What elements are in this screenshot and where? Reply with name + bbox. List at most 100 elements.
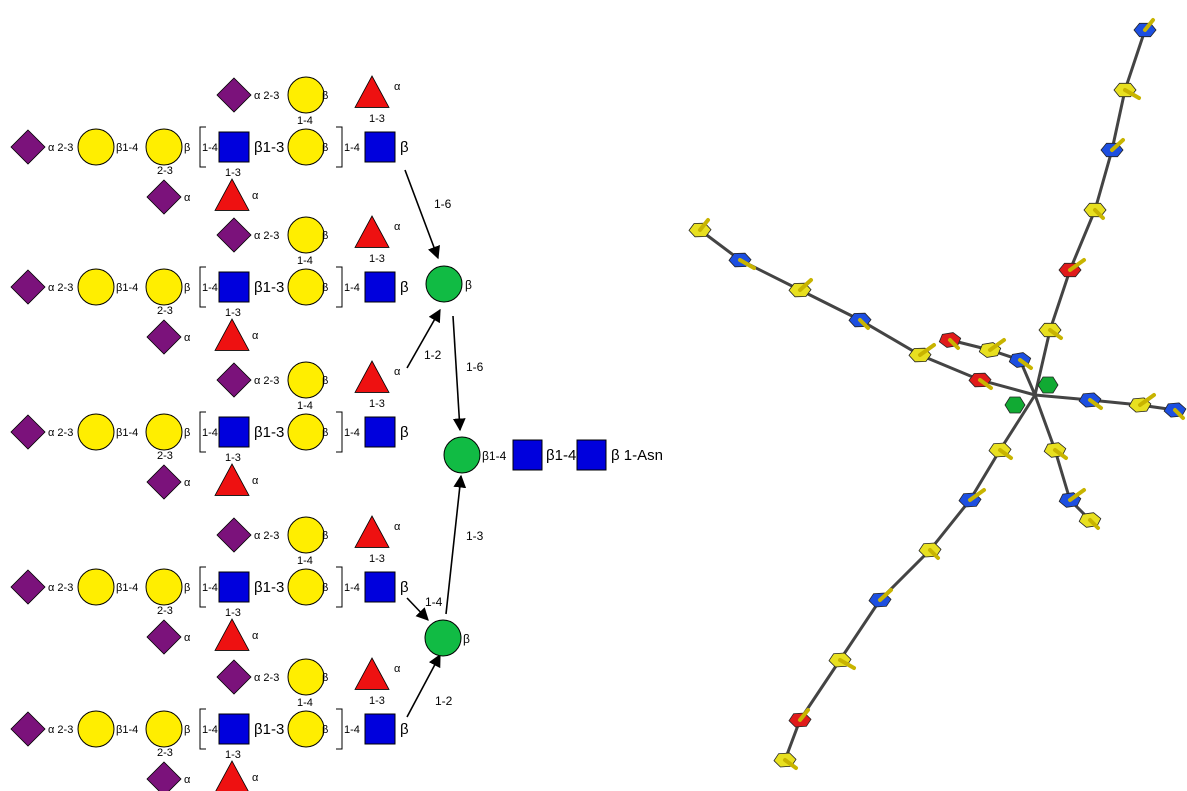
linkage-label: β1-3 <box>254 424 284 441</box>
linkage-label: β <box>322 724 328 736</box>
linkage-label: 1-4 <box>297 400 313 412</box>
fucose <box>214 618 250 651</box>
linkage-label: 1-4 <box>202 582 218 594</box>
fucose <box>354 360 390 393</box>
galactose <box>145 128 183 166</box>
render-substituent <box>1143 18 1155 32</box>
render-substituent <box>798 708 810 722</box>
linkage-label: 1-4 <box>297 115 313 127</box>
repeat-bracket-left <box>199 126 206 168</box>
linkage-label: 1-4 <box>297 255 313 267</box>
galactose <box>287 268 325 306</box>
linkage-label: 1-4 <box>202 724 218 736</box>
render-substituent <box>948 338 960 350</box>
render-substituent <box>1053 448 1068 460</box>
render-substituent <box>1093 208 1105 220</box>
render-bond <box>949 338 1037 396</box>
galactose <box>287 361 325 399</box>
sialic-acid <box>146 179 182 215</box>
galactose <box>77 710 115 748</box>
fucose <box>214 178 250 211</box>
linkage-label: α <box>394 221 401 233</box>
linkage-label: 1-3 <box>225 167 241 179</box>
linkage-label: α <box>252 330 259 342</box>
render-core-ring <box>1004 396 1026 414</box>
arrow-upper-to-man <box>404 169 440 260</box>
linkage-label: β1-4 <box>116 427 138 439</box>
sialic-acid <box>216 217 252 253</box>
linkage-label: α 2-3 <box>254 230 279 242</box>
render-substituent <box>1018 358 1033 370</box>
glcnac <box>218 416 250 448</box>
fucose <box>214 318 250 351</box>
render-substituent <box>1068 488 1086 502</box>
linkage-label: α <box>184 192 191 204</box>
render-substituent <box>998 448 1013 460</box>
sialic-acid <box>10 129 46 165</box>
glcnac <box>364 131 396 163</box>
mannose-lower <box>424 619 462 657</box>
render-core-ring <box>1037 376 1059 394</box>
core-link-label: 1-2 <box>435 694 453 708</box>
linkage-label: α <box>394 366 401 378</box>
render-substituent <box>918 343 936 357</box>
render-substituent <box>928 548 940 560</box>
mannose-beta-label: β <box>465 278 472 292</box>
linkage-label: 1-4 <box>344 427 360 439</box>
render-substituent <box>1173 408 1185 420</box>
render-substituent <box>1068 258 1086 272</box>
core-link-label: 1-6 <box>434 197 452 211</box>
galactose <box>145 413 183 451</box>
linkage-label: 1-4 <box>297 697 313 709</box>
linkage-label: α 2-3 <box>254 672 279 684</box>
linkage-label: 2-3 <box>157 165 173 177</box>
linkage-label: β <box>322 230 328 242</box>
linkage-label: α <box>184 774 191 786</box>
core-link-label: β1-4 <box>482 449 507 463</box>
linkage-label: α <box>252 475 259 487</box>
render-arm <box>1034 392 1187 420</box>
linkage-label: 1-4 <box>202 142 218 154</box>
repeat-bracket-left <box>199 411 206 453</box>
render-substituent <box>798 278 813 292</box>
linkage-label: β1-3 <box>254 721 284 738</box>
repeat-bracket-left <box>199 708 206 750</box>
linkage-label: β1-4 <box>116 582 138 594</box>
linkage-label: β1-3 <box>254 279 284 296</box>
linkage-label: α 2-3 <box>254 90 279 102</box>
linkage-label: 1-3 <box>225 749 241 761</box>
galactose <box>287 216 325 254</box>
linkage-label: β <box>322 530 328 542</box>
fucose <box>215 760 249 791</box>
sialic-acid <box>10 269 46 305</box>
linkage-label: α 2-3 <box>48 282 73 294</box>
render-substituent <box>968 488 986 502</box>
render-bond <box>1034 393 1176 412</box>
linkage-label: α 2-3 <box>48 724 73 736</box>
arrow-branch4-to-lowman <box>406 597 429 621</box>
linkage-label: α 2-3 <box>254 530 279 542</box>
glcnac <box>364 416 396 448</box>
render-substituent <box>988 338 1006 352</box>
linkage-label: α 2-3 <box>48 582 73 594</box>
linkage-label: 1-3 <box>225 307 241 319</box>
galactose <box>77 413 115 451</box>
linkage-label: 2-3 <box>157 450 173 462</box>
linkage-label: 1-4 <box>297 555 313 567</box>
arrow-branch5-to-lowman <box>406 653 441 718</box>
fucose <box>354 515 390 548</box>
sialic-acid <box>146 319 182 355</box>
linkage-label: β <box>184 724 190 736</box>
glcnac <box>218 271 250 303</box>
linkage-label: β <box>322 427 328 439</box>
linkage-label: 1-3 <box>369 398 385 410</box>
galactose <box>287 658 325 696</box>
render-arm <box>688 218 1036 397</box>
sialic-acid <box>146 761 182 791</box>
glycan-3d-render <box>688 18 1187 770</box>
linkage-label: β <box>400 721 409 738</box>
linkage-label: β <box>400 424 409 441</box>
